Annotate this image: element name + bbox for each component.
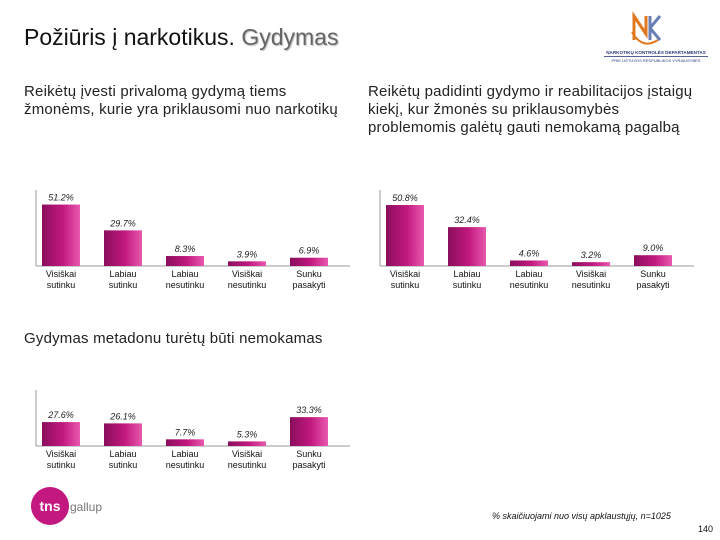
bar-2 — [104, 423, 142, 446]
ntakd-logo: NARKOTIKŲ KONTROLĖS DEPARTAMENTAS PRIE L… — [604, 11, 708, 63]
data-label-1: 50.8% — [392, 193, 418, 203]
bar-2 — [104, 230, 142, 266]
data-label-1: 51.2% — [48, 193, 74, 203]
logo-text-line1: NARKOTIKŲ KONTROLĖS DEPARTAMENTAS — [606, 49, 706, 55]
data-label-4: 5.3% — [237, 429, 258, 439]
tick-label-5-1: Sunku — [296, 269, 322, 279]
bar-5 — [634, 255, 672, 266]
data-label-5: 9.0% — [643, 243, 664, 253]
tick-label-2-1: Labiau — [109, 269, 136, 279]
page-number: 140 — [698, 524, 714, 534]
tick-label-2-2: sutinku — [109, 280, 138, 290]
bar-1 — [42, 204, 80, 266]
tick-label-1-1: Visiškai — [46, 269, 76, 279]
tick-label-3-1: Labiau — [171, 449, 198, 459]
tick-label-5-2: pasakyti — [292, 280, 325, 290]
data-label-3: 7.7% — [175, 427, 196, 437]
tns-circle-icon — [31, 487, 69, 525]
tick-label-3-1: Labiau — [515, 269, 542, 279]
tick-label-4-2: nesutinku — [228, 460, 267, 470]
bar-5 — [290, 417, 328, 446]
chart2-title: Reikėtų padidinti gydymo ir reabilitacij… — [368, 83, 693, 136]
bar-4 — [572, 262, 610, 266]
chart-3: 27.6% Visiškai sutinku 26.1% Labiau sutinku 7.… — [35, 380, 350, 480]
data-label-5: 6.9% — [299, 246, 320, 256]
tick-label-2-1: Labiau — [109, 449, 136, 459]
page-title: Požiūris į narkotikus. Gydymas — [24, 24, 338, 51]
tick-label-1-1: Visiškai — [46, 449, 76, 459]
chart-2-svg: 50.8%Visiškaisutinku32.4%Labiausutinku4.… — [379, 190, 694, 290]
chart-3-svg: 27.6%Visiškaisutinku26.1%Labiausutinku7.… — [35, 390, 350, 470]
chart1-title: Reikėtų įvesti privalomą gydymą tiems žm… — [24, 83, 338, 118]
data-label-3: 4.6% — [519, 248, 540, 258]
data-label-2: 26.1% — [109, 411, 136, 421]
tick-label-4-2: nesutinku — [228, 280, 267, 290]
data-label-4: 3.9% — [237, 249, 258, 259]
bar-1 — [42, 422, 80, 446]
tick-label-4-1: Visiškai — [576, 269, 606, 279]
bar-5 — [290, 257, 328, 266]
chart-1-svg: 51.2%Visiškaisutinku29.7%Labiausutinku8.… — [35, 190, 350, 290]
chart-2: 50.8% Visiškai sutinku 32.4% Labiau sutinku 4.… — [379, 180, 694, 300]
tick-label-4-1: Visiškai — [232, 269, 262, 279]
tick-label-5-2: pasakyti — [636, 280, 669, 290]
tns-text: tns — [40, 498, 61, 514]
bar-4 — [228, 441, 266, 446]
data-label-4: 3.2% — [581, 250, 602, 260]
tick-label-1-2: sutinku — [47, 460, 76, 470]
footnote: % skaičiuojami nuo visų apklaustųjų, n=1… — [492, 511, 671, 521]
bar-1 — [386, 205, 424, 266]
tick-label-5-1: Sunku — [296, 449, 322, 459]
tick-label-2-2: sutinku — [109, 460, 138, 470]
bar-2 — [448, 227, 486, 266]
gallup-text: gallup — [70, 500, 102, 514]
bar-3 — [510, 260, 548, 266]
tick-label-3-2: nesutinku — [510, 280, 549, 290]
logo-text-line2: PRIE LIETUVOS RESPUBLIKOS VYRIAUSYBĖS — [612, 58, 701, 63]
tick-label-4-1: Visiškai — [232, 449, 262, 459]
bar-3 — [166, 439, 204, 446]
page-title-main: Požiūris į narkotikus. — [24, 24, 235, 50]
tns-gallup-logo: tns gallup — [31, 487, 102, 525]
tick-label-3-2: nesutinku — [166, 460, 205, 470]
chart3-title: Gydymas metadonu turėtų būti nemokamas — [24, 330, 323, 347]
chart-1: 51.2% Visiškai sutinku 29.7% Labiau sutinku 8.… — [35, 180, 350, 300]
page-title-sub: Gydymas — [241, 24, 339, 50]
tick-label-1-1: Visiškai — [390, 269, 420, 279]
tick-label-5-2: pasakyti — [292, 460, 325, 470]
data-label-2: 29.7% — [109, 218, 136, 228]
tick-label-1-2: sutinku — [391, 280, 420, 290]
tick-label-1-2: sutinku — [47, 280, 76, 290]
tick-label-5-1: Sunku — [640, 269, 666, 279]
tick-label-2-1: Labiau — [453, 269, 480, 279]
tick-label-3-1: Labiau — [171, 269, 198, 279]
nk-monogram-icon — [631, 11, 662, 45]
tick-label-4-2: nesutinku — [572, 280, 611, 290]
data-label-5: 33.3% — [296, 405, 322, 415]
bar-3 — [166, 256, 204, 266]
tick-label-3-2: nesutinku — [166, 280, 205, 290]
bar-4 — [228, 261, 266, 266]
data-label-2: 32.4% — [454, 215, 480, 225]
data-label-3: 8.3% — [175, 244, 196, 254]
data-label-1: 27.6% — [47, 410, 74, 420]
tick-label-2-2: sutinku — [453, 280, 482, 290]
